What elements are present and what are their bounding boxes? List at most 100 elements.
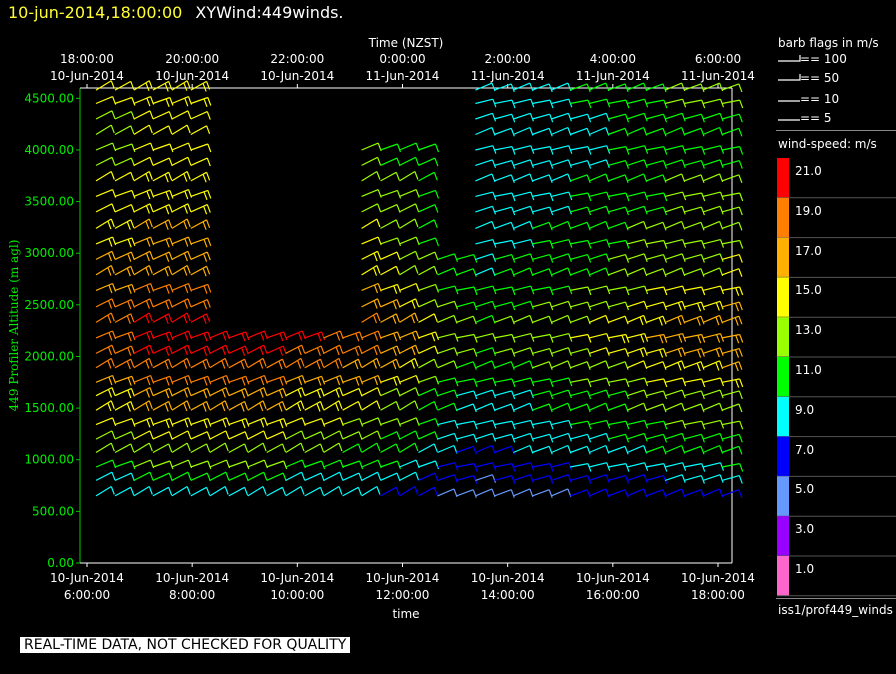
wind-barb	[683, 403, 705, 413]
wind-barb	[494, 160, 516, 169]
barb-legend-item-50: == 50	[800, 71, 840, 85]
wind-barb-staff	[588, 220, 610, 230]
wind-barb-staff	[152, 265, 173, 277]
wind-barb-staff	[532, 348, 554, 357]
wind-barb-staff	[133, 96, 155, 107]
wind-barb	[228, 387, 249, 399]
wind-barb-staff	[494, 127, 515, 137]
wind-barb	[361, 430, 382, 440]
wind-barb	[570, 333, 592, 343]
wind-barb	[626, 267, 648, 277]
wind-barb	[532, 378, 554, 388]
wind-barb-staff	[645, 221, 667, 231]
wind-barb-staff	[721, 268, 743, 277]
wind-barb-staff	[171, 485, 191, 497]
wind-barb-staff	[399, 430, 420, 440]
wind-barb-staff	[551, 145, 573, 154]
wind-barb	[209, 330, 231, 341]
wind-barb-staff	[342, 375, 364, 386]
wind-barb	[475, 419, 497, 429]
wind-barb	[664, 389, 686, 399]
wind-barb-staff	[95, 142, 117, 152]
wind-barb	[133, 471, 154, 481]
wind-barb	[645, 160, 668, 169]
wind-barb	[285, 459, 306, 469]
wind-barb	[114, 251, 135, 262]
wind-barb	[589, 253, 610, 263]
wind-barb	[645, 192, 668, 202]
wind-barb-staff	[133, 442, 153, 454]
wind-barb-staff	[532, 390, 554, 400]
wind-barb-staff	[475, 220, 496, 230]
y-tick-label: 2000.00	[24, 349, 74, 363]
wind-barb	[190, 418, 212, 429]
wind-barb-staff	[683, 113, 705, 123]
wind-barb	[418, 387, 439, 397]
wind-barb-staff	[247, 344, 268, 356]
wind-barb-staff	[361, 170, 381, 182]
wind-barb	[551, 402, 572, 412]
wind-barb-staff	[399, 485, 419, 497]
wind-barb-staff	[589, 333, 611, 342]
wind-barb	[171, 80, 191, 91]
wind-barb	[664, 347, 686, 358]
wind-barb-staff	[95, 282, 117, 294]
wind-barb-staff	[608, 239, 630, 249]
wind-barb-staff	[380, 375, 402, 386]
wind-barb	[361, 250, 382, 262]
wind-barb	[664, 474, 686, 483]
wind-barb-staff	[494, 390, 516, 400]
wind-barb-staff	[437, 300, 459, 310]
wind-barb-staff	[190, 283, 212, 294]
wind-barb-staff	[399, 459, 420, 469]
wind-barb	[285, 417, 306, 427]
wind-barb-staff	[228, 387, 249, 399]
wind-barb-staff	[702, 82, 724, 92]
wind-barb-staff	[569, 127, 591, 137]
wind-barb-staff	[95, 357, 115, 369]
wind-barb	[342, 345, 363, 356]
wind-barb-staff	[475, 377, 497, 387]
wind-barb	[266, 431, 287, 440]
wind-barb	[570, 433, 592, 443]
wind-barb-staff	[152, 313, 173, 324]
wind-barb-staff	[532, 475, 554, 484]
wind-barb	[380, 143, 402, 153]
wind-barb-staff	[513, 220, 534, 230]
wind-barb-staff	[475, 159, 497, 169]
wind-barb	[133, 330, 155, 341]
wind-barb-staff	[721, 239, 744, 249]
wind-barb	[551, 191, 573, 201]
wind-barb	[645, 348, 668, 358]
wind-barb	[399, 485, 419, 497]
wind-barb	[152, 418, 174, 429]
wind-barb-staff	[95, 250, 116, 262]
wind-barb-staff	[133, 264, 153, 276]
wind-barb	[513, 191, 535, 201]
wind-barb	[570, 192, 592, 202]
wind-barb-staff	[171, 330, 193, 341]
wind-barb-staff	[190, 358, 211, 370]
wind-barb-staff	[645, 160, 668, 169]
wind-barb-staff	[664, 285, 687, 295]
wind-barb-staff	[114, 331, 136, 342]
wind-barb	[190, 460, 212, 470]
wind-barb	[247, 417, 268, 428]
top-tick-date: 11-Jun-2014	[366, 69, 440, 83]
wind-barb	[114, 283, 136, 294]
wind-barb	[513, 389, 534, 399]
wind-barb	[570, 475, 592, 484]
wind-barb	[589, 419, 611, 429]
wind-barb	[304, 375, 326, 386]
wind-barb-staff	[683, 378, 706, 388]
wind-barb-staff	[513, 253, 534, 263]
wind-barb	[152, 189, 174, 201]
wind-barb-staff	[570, 254, 592, 263]
wind-barb	[361, 330, 382, 341]
wind-barb	[702, 112, 724, 122]
wind-barb-staff	[683, 463, 706, 472]
wind-barb-staff	[513, 474, 534, 483]
wind-barb-staff	[418, 472, 439, 482]
wind-barb	[190, 251, 211, 262]
wind-barb	[475, 253, 497, 263]
